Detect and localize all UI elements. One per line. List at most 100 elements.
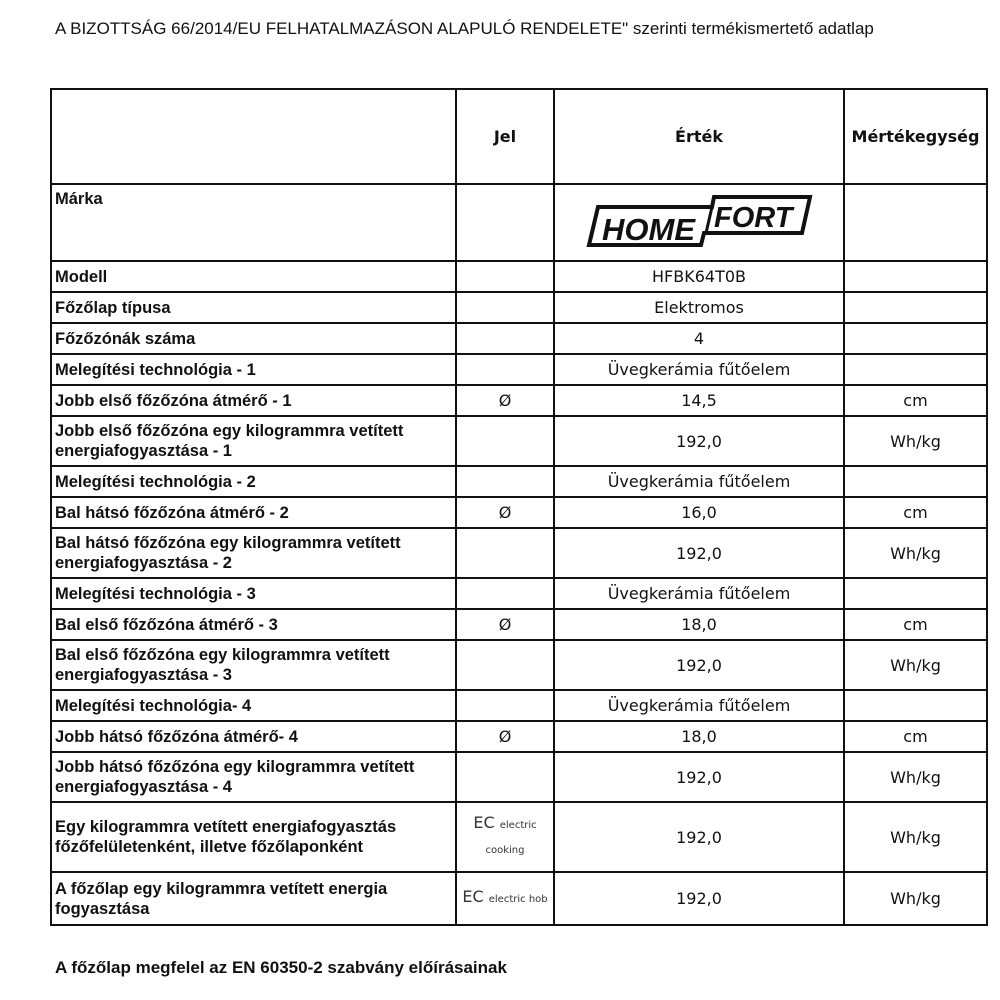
document-title: A BIZOTTSÁG 66/2014/EU FELHATALMAZÁSON A… (55, 19, 874, 38)
row-symbol (455, 353, 555, 386)
table-row: Melegítési technológia- 4 Üvegkerámia fűt… (50, 689, 988, 722)
brand-label: Márka (50, 183, 457, 262)
table-header-row: Jel Érték Mértékegység (50, 88, 988, 185)
row-symbol (455, 465, 555, 498)
row-unit (843, 322, 988, 355)
table-row: Melegítési technológia - 1 Üvegkerámia fű… (50, 353, 988, 386)
row-value: Üvegkerámia fűtőelem (553, 689, 845, 722)
header-unit: Mértékegység (843, 88, 988, 185)
product-fiche-table: Jel Érték Mértékegység Márka HOME FORT M… (50, 88, 988, 926)
row-label: Bal első főzőzóna átmérő - 3 (50, 608, 457, 641)
ec-row: A főzőlap egy kilogrammra vetített energ… (50, 871, 988, 926)
row-symbol (455, 322, 555, 355)
row-unit (843, 353, 988, 386)
row-unit (843, 291, 988, 324)
row-unit: Wh/kg (843, 527, 988, 579)
row-symbol: Ø (455, 384, 555, 417)
row-label: Jobb hátsó főzőzóna átmérő- 4 (50, 720, 457, 753)
row-value: 192,0 (553, 639, 845, 691)
row-value: 14,5 (553, 384, 845, 417)
row-value: Üvegkerámia fűtőelem (553, 353, 845, 386)
row-value: 192,0 (553, 415, 845, 467)
row-label: Melegítési technológia - 3 (50, 577, 457, 610)
row-unit: cm (843, 384, 988, 417)
table-row: Jobb első főzőzóna egy kilogrammra vetít… (50, 415, 988, 467)
table-row: Jobb hátsó főzőzóna egy kilogrammra vetí… (50, 751, 988, 803)
row-symbol (455, 577, 555, 610)
row-symbol (455, 639, 555, 691)
row-unit (843, 260, 988, 293)
row-label: A főzőlap egy kilogrammra vetített energ… (50, 871, 457, 926)
header-value: Érték (553, 88, 845, 185)
table-row: Jobb hátsó főzőzóna átmérő- 4 Ø 18,0 cm (50, 720, 988, 753)
table-row: Bal első főzőzóna egy kilogrammra vetíte… (50, 639, 988, 691)
brand-logo: HOME FORT (553, 183, 845, 262)
standard-compliance-note: A főzőlap megfelel az EN 60350-2 szabván… (55, 958, 507, 977)
row-value: 192,0 (553, 871, 845, 926)
row-symbol (455, 689, 555, 722)
row-symbol: Ø (455, 720, 555, 753)
row-symbol: EC electric cooking (455, 801, 555, 873)
table-row: Melegítési technológia - 3 Üvegkerámia fű… (50, 577, 988, 610)
row-symbol (455, 415, 555, 467)
row-label: Melegítési technológia- 4 (50, 689, 457, 722)
row-value: 192,0 (553, 527, 845, 579)
row-symbol: EC electric hob (455, 871, 555, 926)
table-row: Bal első főzőzóna átmérő - 3 Ø 18,0 cm (50, 608, 988, 641)
symbol-subscript: electric hob (488, 894, 548, 905)
svg-text:FORT: FORT (714, 202, 795, 234)
row-label: Melegítési technológia - 1 (50, 353, 457, 386)
row-label: Modell (50, 260, 457, 293)
row-value: Elektromos (553, 291, 845, 324)
row-value: 16,0 (553, 496, 845, 529)
row-label: Bal első főzőzóna egy kilogrammra vetíte… (50, 639, 457, 691)
header-label (50, 88, 457, 185)
table-row: Főzőzónák száma 4 (50, 322, 988, 355)
row-symbol (455, 527, 555, 579)
header-symbol: Jel (455, 88, 555, 185)
symbol-main: EC (473, 813, 495, 832)
row-value: 192,0 (553, 801, 845, 873)
table-row: Jobb első főzőzóna átmérő - 1 Ø 14,5 cm (50, 384, 988, 417)
row-unit: Wh/kg (843, 871, 988, 926)
row-unit (843, 465, 988, 498)
row-symbol: Ø (455, 496, 555, 529)
row-symbol (455, 291, 555, 324)
row-value: Üvegkerámia fűtőelem (553, 465, 845, 498)
row-label: Jobb első főzőzóna egy kilogrammra vetít… (50, 415, 457, 467)
symbol-subscript: electric cooking (485, 820, 537, 856)
table-row: Bal hátsó főzőzóna egy kilogrammra vetít… (50, 527, 988, 579)
row-symbol (455, 751, 555, 803)
row-label: Jobb hátsó főzőzóna egy kilogrammra vetí… (50, 751, 457, 803)
row-unit: Wh/kg (843, 751, 988, 803)
row-label: Jobb első főzőzóna átmérő - 1 (50, 384, 457, 417)
homefort-logo: HOME FORT (586, 194, 813, 247)
row-symbol (455, 260, 555, 293)
row-value: HFBK64T0B (553, 260, 845, 293)
row-label: Egy kilogrammra vetített energiafogyaszt… (50, 801, 457, 873)
row-unit: cm (843, 496, 988, 529)
row-unit (843, 689, 988, 722)
brand-row: Márka HOME FORT (50, 183, 988, 262)
ec-row: Egy kilogrammra vetített energiafogyaszt… (50, 801, 988, 873)
symbol-main: EC (462, 887, 484, 906)
row-symbol: Ø (455, 608, 555, 641)
row-value: 4 (553, 322, 845, 355)
row-value: 18,0 (553, 720, 845, 753)
row-label: Főzőlap típusa (50, 291, 457, 324)
table-row: Bal hátsó főzőzóna átmérő - 2 Ø 16,0 cm (50, 496, 988, 529)
row-unit (843, 577, 988, 610)
row-label: Bal hátsó főzőzóna átmérő - 2 (50, 496, 457, 529)
row-unit: cm (843, 608, 988, 641)
row-label: Bal hátsó főzőzóna egy kilogrammra vetít… (50, 527, 457, 579)
row-value: Üvegkerámia fűtőelem (553, 577, 845, 610)
table-row: Melegítési technológia - 2 Üvegkerámia fű… (50, 465, 988, 498)
row-value: 192,0 (553, 751, 845, 803)
table-row: Főzőlap típusa Elektromos (50, 291, 988, 324)
row-label: Melegítési technológia - 2 (50, 465, 457, 498)
table-row: Modell HFBK64T0B (50, 260, 988, 293)
row-unit: Wh/kg (843, 415, 988, 467)
row-unit: cm (843, 720, 988, 753)
row-unit: Wh/kg (843, 801, 988, 873)
svg-text:HOME: HOME (602, 212, 696, 247)
